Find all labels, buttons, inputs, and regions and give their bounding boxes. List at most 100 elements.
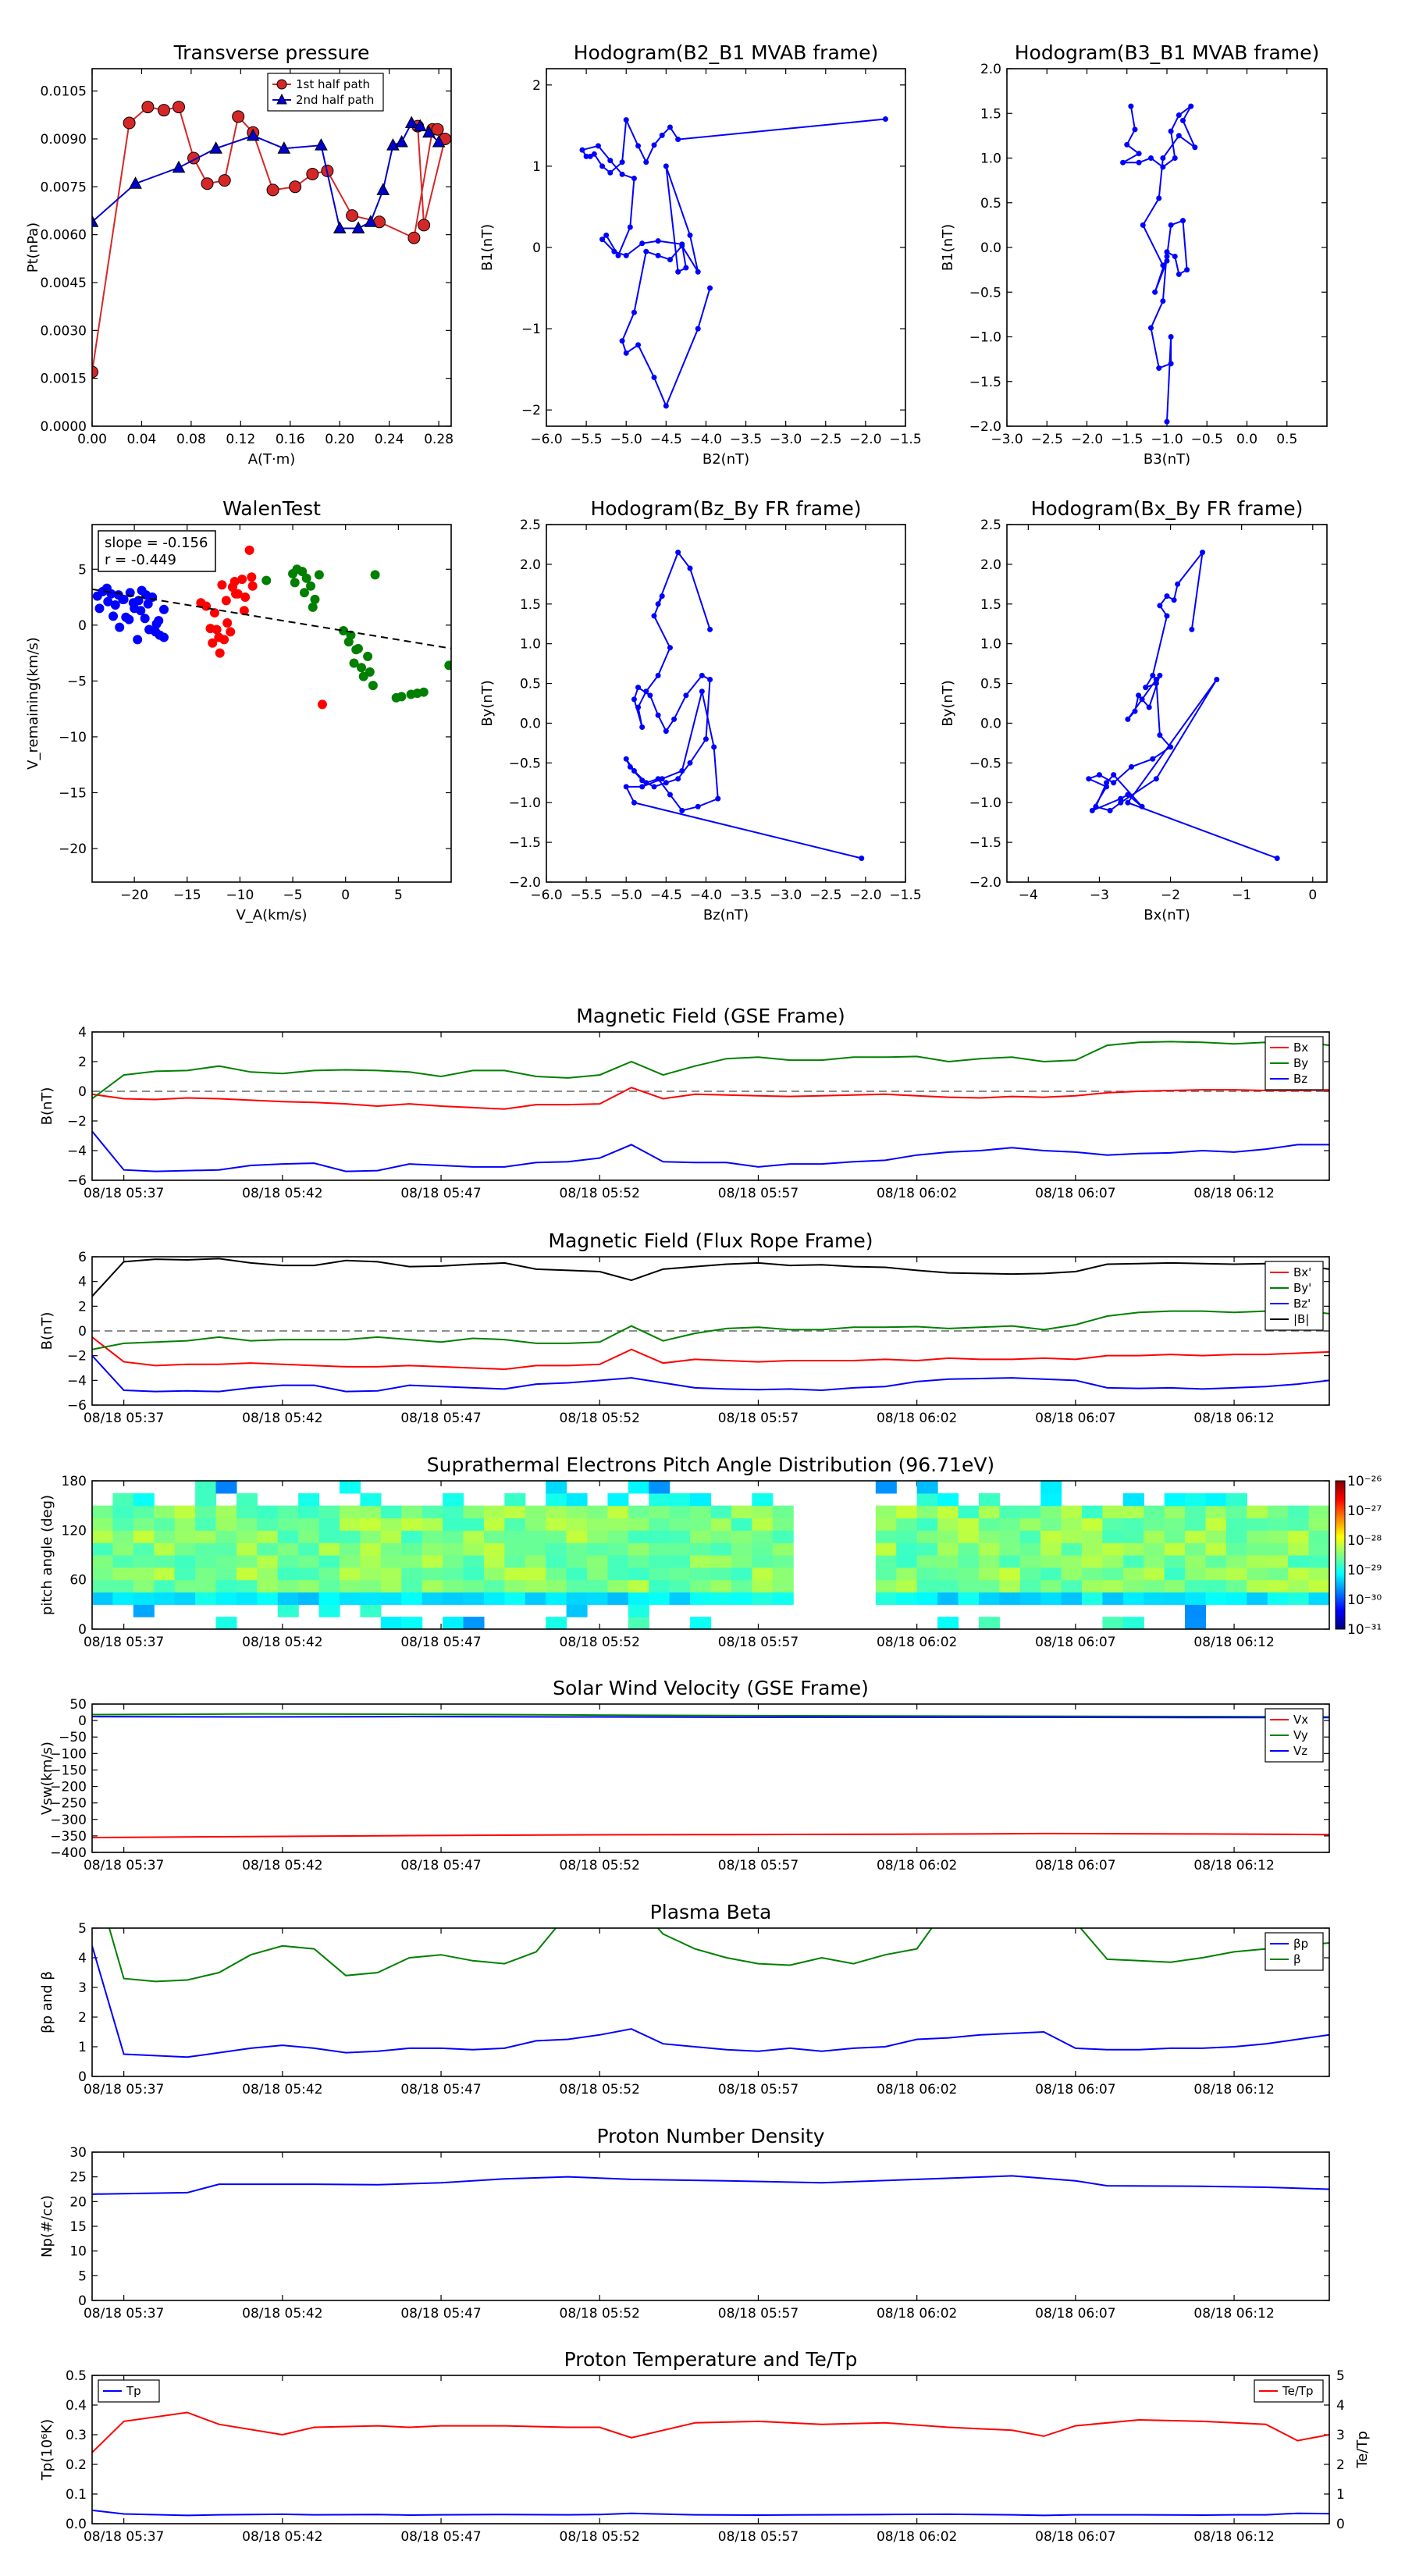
x-axis-label: Bz(nT) (703, 907, 749, 923)
heatmap-cell (1308, 1530, 1329, 1543)
heatmap-cell (958, 1567, 980, 1581)
heatmap-cell (380, 1567, 402, 1581)
data-point (1132, 126, 1138, 133)
heatmap-cell (340, 1592, 361, 1605)
x-tick-label: 08/18 05:47 (400, 1186, 481, 1201)
data-point (1176, 133, 1182, 139)
y-tick-label: 180 (62, 1474, 87, 1489)
heatmap-cell (1185, 1517, 1207, 1531)
heatmap-cell (1205, 1579, 1227, 1593)
x-tick-label: −2.5 (809, 888, 841, 903)
data-point (663, 403, 669, 409)
data-point (639, 777, 646, 784)
heatmap-cell (1225, 1530, 1247, 1543)
heatmap-cell (587, 1579, 609, 1593)
heatmap-cell (772, 1542, 794, 1556)
heatmap-cell (1164, 1542, 1186, 1556)
data-point (172, 160, 186, 173)
data-point (108, 611, 119, 621)
heatmap-cell (483, 1567, 505, 1581)
heatmap-cell (1122, 1567, 1144, 1581)
series-line-Bz' (92, 1354, 1329, 1393)
data-point (631, 768, 637, 774)
heatmap-cell (401, 1592, 423, 1605)
y-tick-label: 0 (78, 2293, 87, 2309)
heatmap-cell (525, 1530, 546, 1543)
heatmap-cell (483, 1555, 505, 1568)
y-tick-label: −1 (521, 322, 541, 337)
data-point (707, 676, 713, 682)
data-point (1125, 799, 1131, 806)
data-point (317, 699, 327, 710)
heatmap-cell (1061, 1530, 1083, 1543)
data-point (310, 594, 320, 604)
series-line-path (92, 2175, 1329, 2195)
heatmap-cell (916, 1505, 938, 1519)
data-point (1157, 603, 1163, 609)
heatmap-cell (215, 1592, 237, 1605)
heatmap-cell (1082, 1517, 1104, 1531)
y-tick-label: −2.0 (969, 875, 1001, 891)
x-tick-label: 0.5 (1276, 432, 1297, 447)
data-point (639, 784, 646, 790)
x-tick-label: 08/18 05:57 (718, 1411, 799, 1426)
plot-area (579, 116, 888, 409)
heatmap-cell (710, 1517, 732, 1531)
heatmap-cell (380, 1530, 402, 1543)
x-tick-label: 08/18 05:52 (560, 1411, 640, 1426)
data-point (623, 117, 629, 123)
heatmap-cell (628, 1530, 649, 1543)
plot-area (623, 550, 865, 861)
x-tick-label: −1.0 (1151, 432, 1183, 447)
axes-frame (91, 524, 452, 883)
heatmap-cell (1144, 1542, 1165, 1556)
data-point (306, 581, 316, 591)
x-tick-label: 08/18 06:02 (877, 2082, 957, 2097)
colorbar-label: 10⁻²⁸ (1347, 1533, 1382, 1549)
plot-area (92, 1928, 1329, 2058)
fit-line (92, 588, 451, 649)
data-point (221, 596, 231, 606)
heatmap-cell (978, 1555, 1000, 1568)
x-tick-label: 08/18 05:47 (400, 1858, 481, 1873)
legend-label: β (1293, 1952, 1301, 1966)
data-point (227, 582, 237, 592)
annotation-text: slope = -0.156 (105, 535, 208, 551)
y-tick-label: 0.1 (66, 2487, 87, 2503)
heatmap-cell (298, 1579, 320, 1593)
heatmap-cell (401, 1567, 423, 1581)
data-point (615, 252, 621, 258)
data-point (218, 174, 231, 187)
heatmap-cell (401, 1517, 423, 1531)
heatmap-cell (401, 1579, 423, 1593)
data-point (123, 116, 136, 130)
heatmap-cell (277, 1530, 299, 1543)
heatmap-cell (112, 1530, 134, 1543)
x-tick-label: 0.24 (375, 432, 404, 447)
heatmap-cell (154, 1542, 176, 1556)
heatmap-cell (875, 1517, 897, 1531)
axes-frame (91, 1703, 1330, 1853)
heatmap-cell (525, 1579, 546, 1593)
heatmap-cell (978, 1567, 1000, 1581)
heatmap-cell (1205, 1567, 1227, 1581)
heatmap-cell (443, 1517, 464, 1531)
y-axis-label: B1(nT) (479, 224, 496, 271)
heatmap-cell (504, 1505, 526, 1519)
y-tick-label: 0.5 (980, 196, 1001, 212)
data-point (173, 101, 186, 114)
y-tick-label: 1.5 (520, 597, 541, 613)
heatmap-cell (649, 1579, 670, 1593)
heatmap-cell (1144, 1505, 1165, 1519)
data-point (655, 672, 661, 678)
heatmap-cell (1164, 1555, 1186, 1568)
heatmap-cell (896, 1592, 918, 1605)
heatmap-cell (1122, 1505, 1144, 1519)
heatmap-cell (422, 1542, 443, 1556)
heatmap-cell (443, 1555, 464, 1568)
axes-frame (91, 1256, 1330, 1406)
heatmap-cell (607, 1579, 629, 1593)
heatmap-cell (318, 1517, 340, 1531)
legend-label: Bz (1293, 1072, 1307, 1086)
